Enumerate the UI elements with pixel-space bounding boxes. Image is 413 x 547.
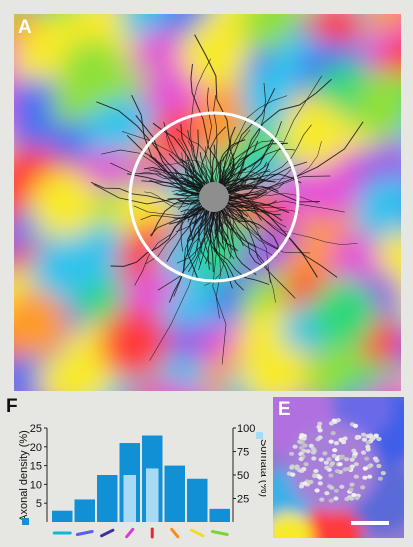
- zoom-map-colors: [273, 397, 404, 538]
- y-tick-label-left: 10: [30, 479, 42, 491]
- panel-a-label: A: [18, 17, 32, 38]
- orientation-swatch: [210, 529, 229, 537]
- axonal-density-bar: [97, 475, 118, 522]
- somata-bar: [123, 475, 136, 522]
- y-axis-label-left: Axonal density (%): [18, 430, 30, 522]
- orientation-map-panel-a: A: [14, 14, 401, 391]
- axonal-density-bar: [209, 508, 230, 522]
- chart-bars: [52, 435, 230, 522]
- y-tick-label-left: 25: [30, 423, 42, 435]
- legend-swatch-somata: [256, 432, 263, 439]
- bar-chart-panel-f: 5 10 15 20 25 25 50 75 100 Axonal density (%) So…: [4, 396, 270, 542]
- somata-bar: [146, 468, 159, 522]
- panel-f-label: F: [6, 396, 18, 417]
- y-tick-label-left: 5: [36, 498, 42, 510]
- radius-circle: [128, 111, 300, 283]
- axonal-density-chart: 5 10 15 20 25 25 50 75 100 Axonal density (%) So…: [18, 423, 270, 539]
- legend-swatch-axonal: [22, 518, 29, 525]
- y-tick-label-right: 50: [237, 470, 249, 482]
- axonal-density-bar: [187, 478, 208, 522]
- panel-e-label: E: [278, 399, 291, 420]
- y-tick-label-left: 15: [30, 461, 42, 473]
- orientation-swatch: [75, 529, 94, 537]
- axonal-density-bar: [52, 510, 73, 522]
- orientation-swatch: [170, 527, 180, 539]
- somata-map-image: [273, 397, 404, 538]
- y-tick-label-left: 20: [30, 442, 42, 454]
- zoom-panel-e: E: [273, 397, 404, 538]
- y-axis-label-right: Somata (%): [258, 439, 266, 497]
- chart-ticks: 5 10 15 20 25 25 50 75 100: [30, 423, 256, 510]
- soma-marker: [199, 182, 229, 212]
- y-tick-label-right: 25: [237, 494, 249, 506]
- orientation-map-image: [14, 14, 401, 391]
- orientation-swatch: [100, 528, 115, 538]
- somata-dots: [286, 418, 386, 503]
- orientation-swatches: [52, 527, 229, 539]
- axonal-density-bar: [164, 465, 185, 522]
- y-tick-label-right: 75: [237, 447, 249, 459]
- orientation-swatch: [125, 527, 135, 539]
- orientation-swatch: [190, 528, 205, 538]
- y-tick-label-right: 100: [237, 423, 255, 435]
- scale-bar: [351, 521, 389, 525]
- axonal-density-bar: [74, 499, 95, 522]
